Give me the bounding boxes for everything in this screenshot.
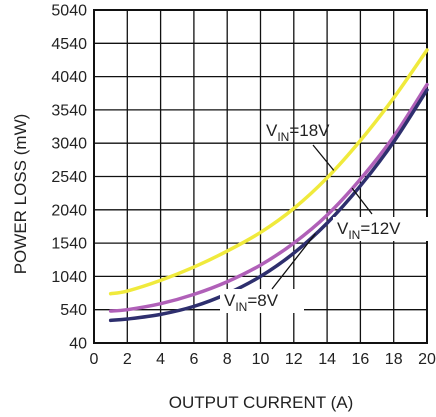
series-label-rest: =8V [247, 291, 278, 310]
x-tick-label: 8 [223, 351, 232, 368]
y-tick-label: 4540 [51, 36, 87, 53]
x-tick-label: 20 [418, 351, 436, 368]
series-label-sub: IN [235, 300, 247, 314]
y-axis-title: POWER LOSS (mW) [11, 114, 30, 275]
series-label: VIN=18V [266, 121, 330, 144]
y-tick-label: 3540 [51, 102, 87, 119]
x-tick-label: 16 [352, 351, 370, 368]
series-label-sub: IN [277, 130, 289, 144]
y-tick-label: 3040 [51, 136, 87, 153]
x-tick-label: 10 [252, 351, 270, 368]
y-tick-label: 40 [69, 336, 87, 353]
x-tick-label: 12 [285, 351, 303, 368]
series-lines [108, 48, 429, 323]
series-line [108, 88, 429, 323]
series-label-main: V [337, 219, 349, 238]
series-label-rest: =18V [289, 121, 330, 140]
x-axis-title: OUTPUT CURRENT (A) [169, 393, 354, 412]
series-line [108, 48, 429, 296]
x-tick-label: 0 [90, 351, 99, 368]
x-tick-label: 14 [318, 351, 336, 368]
series-label-rest: =12V [360, 219, 401, 238]
x-tick-label: 4 [156, 351, 165, 368]
plot-frame [93, 9, 428, 344]
y-tick-label: 1540 [51, 236, 87, 253]
series-label-main: V [224, 291, 236, 310]
x-tick-label: 18 [385, 351, 403, 368]
x-tick-label: 6 [189, 351, 198, 368]
series-label-bg [333, 217, 428, 241]
series-label-leader [312, 144, 335, 171]
series-label: VIN=12V [337, 219, 401, 242]
y-tick-label: 1040 [51, 269, 87, 286]
y-tick-label: 5040 [51, 3, 87, 20]
y-tick-label: 4040 [51, 69, 87, 86]
x-tick-label: 2 [123, 351, 132, 368]
series-label-leader [351, 187, 373, 215]
series-label: VIN=8V [224, 291, 279, 314]
series-label-leader [271, 233, 316, 290]
series-label-bg [220, 289, 304, 313]
series-label-sub: IN [348, 228, 360, 242]
y-tick-label: 2540 [51, 169, 87, 186]
y-tick-label: 2040 [51, 202, 87, 219]
tick-labels: 0 2 4 6 8 10 12 14 16 18 2040540104015402040254030… [51, 3, 436, 369]
y-tick-label: 540 [60, 302, 87, 319]
series-label-main: V [266, 121, 278, 140]
series-line [108, 82, 429, 313]
